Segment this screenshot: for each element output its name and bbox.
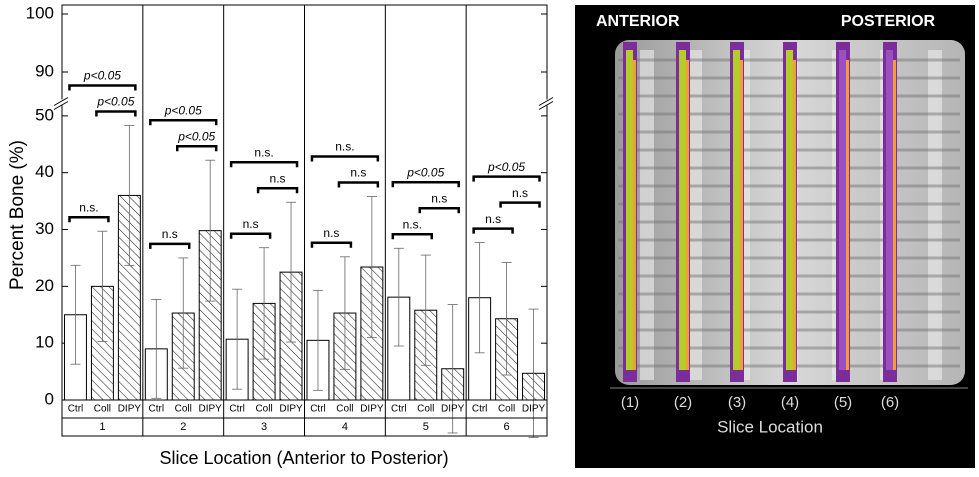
significance-bracket — [229, 160, 299, 168]
category-label: DIPY — [360, 404, 384, 415]
slice-green — [679, 50, 686, 370]
category-label: Ctrl — [229, 404, 245, 415]
significance-bracket — [472, 175, 541, 182]
significance-label: n.s. — [403, 217, 422, 231]
significance-label: n.s. — [335, 140, 354, 154]
significance-label: n.s — [270, 171, 286, 185]
category-label: Ctrl — [68, 404, 84, 415]
significance-label: n.s. — [254, 145, 273, 159]
y-tick-label: 20 — [35, 276, 54, 295]
significance-label: n.s — [485, 212, 501, 226]
slice-label: (2) — [674, 394, 692, 411]
slice-label: (6) — [881, 394, 899, 411]
x-axis-label: Slice Location (Anterior to Posterior) — [159, 448, 448, 468]
category-label: DIPY — [441, 404, 465, 415]
significance-bracket — [256, 186, 299, 194]
slice-orange — [846, 60, 849, 370]
y-tick-label: 50 — [35, 105, 54, 124]
group-label: 1 — [99, 421, 105, 433]
slice-orange — [793, 60, 796, 370]
significance-label: p<0.05 — [83, 69, 121, 83]
significance-bracket — [95, 110, 137, 117]
category-label: DIPY — [522, 404, 546, 415]
significance-label: p<0.05 — [96, 95, 134, 109]
significance-label: n.s — [431, 191, 447, 205]
slice-green — [733, 50, 740, 370]
category-label: Coll — [498, 404, 515, 415]
significance-bracket — [68, 215, 110, 223]
y-tick-label: 90 — [35, 61, 54, 80]
slice-orange — [686, 60, 689, 370]
significance-label: n.s — [162, 227, 178, 241]
slice-label: (3) — [728, 394, 746, 411]
significance-label: p<0.05 — [177, 129, 215, 143]
slice-label: (4) — [781, 394, 799, 411]
category-label: Coll — [336, 404, 353, 415]
slice-green — [786, 50, 793, 370]
significance-label: p<0.05 — [487, 160, 525, 174]
axis-break-gap — [56, 99, 68, 106]
y-tick-label: 100 — [26, 3, 54, 22]
category-label: DIPY — [279, 404, 303, 415]
significance-bracket — [472, 227, 514, 234]
y-axis-label: Percent Bone (%) — [7, 140, 28, 290]
slice-orange — [893, 60, 896, 370]
y-tick-label: 30 — [35, 219, 54, 238]
category-label: Ctrl — [391, 404, 407, 415]
y-tick-label: 0 — [45, 389, 54, 408]
slice-green — [626, 50, 633, 370]
group-label: 2 — [180, 421, 186, 433]
y-tick-label: 10 — [35, 333, 54, 352]
group-label: 3 — [261, 421, 267, 433]
slice-green — [839, 50, 846, 370]
significance-bracket — [337, 181, 380, 188]
significance-label: n.s — [350, 166, 366, 180]
axis-break-gap — [541, 99, 553, 106]
group-label: 5 — [423, 421, 429, 433]
category-label: Coll — [417, 404, 434, 415]
significance-label: n.s — [243, 217, 259, 231]
slice-label: (5) — [834, 394, 852, 411]
axis-break — [53, 101, 69, 110]
group-label: 4 — [342, 421, 348, 433]
anterior-label: ANTERIOR — [596, 13, 680, 30]
significance-bracket — [176, 144, 218, 152]
significance-bracket — [310, 155, 380, 162]
significance-bracket — [310, 241, 353, 248]
axis-break — [538, 101, 554, 110]
category-label: Ctrl — [310, 404, 326, 415]
significance-label: n.s — [512, 186, 528, 200]
group-label: 6 — [504, 421, 510, 433]
category-label: Ctrl — [472, 404, 488, 415]
scaffold-texture — [618, 42, 960, 382]
category-label: DIPY — [118, 404, 142, 415]
axis-break — [53, 97, 69, 106]
category-label: Coll — [255, 404, 272, 415]
posterior-label: POSTERIOR — [841, 13, 936, 30]
significance-bracket — [391, 181, 460, 188]
axis-break — [538, 97, 554, 106]
y-tick-label: 40 — [35, 162, 54, 181]
significance-label: n.s. — [79, 200, 98, 214]
category-label: Coll — [175, 404, 192, 415]
significance-bracket — [391, 233, 433, 240]
category-label: DIPY — [199, 404, 223, 415]
slice-label: (1) — [621, 394, 639, 411]
significance-bracket — [418, 207, 460, 214]
significance-bracket — [68, 84, 137, 91]
significance-label: p<0.05 — [164, 103, 202, 117]
slice-orange — [740, 60, 743, 370]
slice-orange — [633, 60, 636, 370]
category-label: Coll — [94, 404, 111, 415]
significance-bracket — [229, 232, 272, 239]
significance-bracket — [149, 242, 191, 249]
significance-label: n.s — [323, 226, 339, 240]
significance-bracket — [499, 201, 541, 208]
category-label: Ctrl — [149, 404, 165, 415]
image-x-label: Slice Location — [717, 417, 823, 436]
significance-label: p<0.05 — [406, 165, 444, 179]
slice-green — [886, 50, 893, 370]
significance-bracket — [149, 118, 218, 126]
